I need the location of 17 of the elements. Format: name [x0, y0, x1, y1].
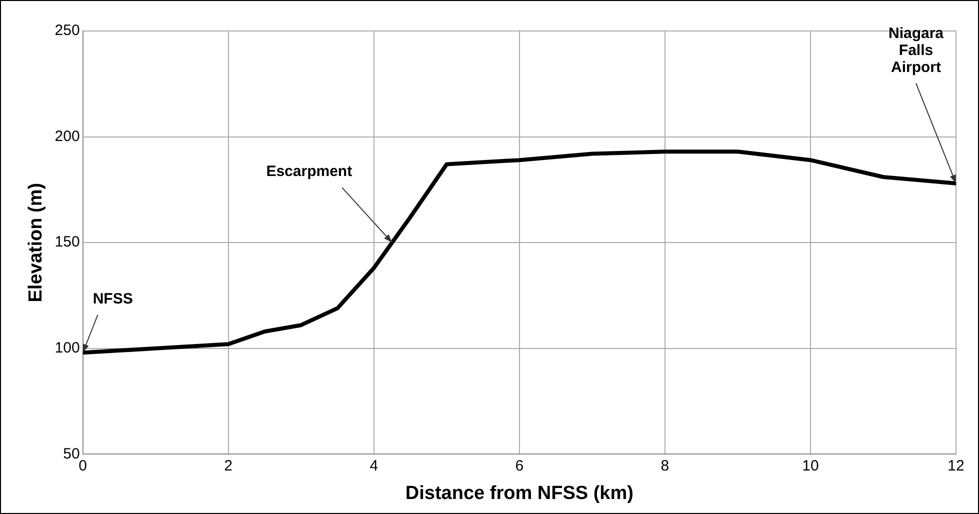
x-tick-label: 6 [515, 457, 524, 474]
y-tick-label: 50 [63, 445, 80, 462]
x-tick-label: 0 [78, 457, 87, 474]
y-tick-label: 150 [54, 234, 80, 251]
annotation: NFSS [92, 290, 133, 308]
y-axis-title: Elevation (m) [26, 182, 47, 302]
x-tick-label: 10 [802, 457, 819, 474]
x-axis-title: Distance from NFSS (km) [405, 482, 634, 504]
y-tick-label: 200 [54, 128, 80, 145]
x-tick-label: 12 [948, 457, 964, 474]
y-tick-label: 250 [54, 22, 80, 40]
x-tick-label: 8 [660, 457, 670, 474]
y-tick-label: 100 [54, 340, 80, 357]
annotation: Niagara Falls Airport [888, 24, 944, 76]
annotation: Escarpment [266, 163, 352, 180]
x-tick-label: 4 [370, 457, 378, 474]
x-tick-label: 2 [224, 457, 233, 474]
